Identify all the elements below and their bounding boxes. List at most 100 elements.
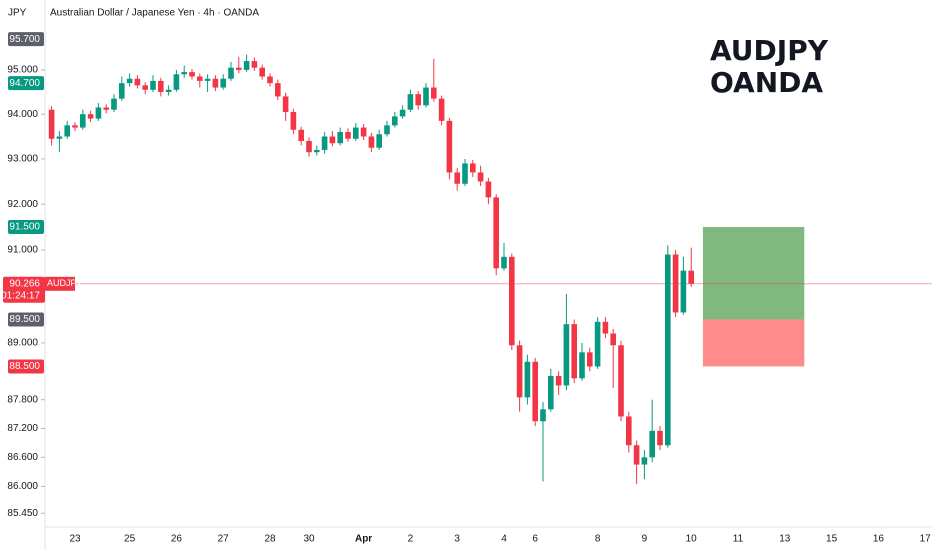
price-label: 91.500 bbox=[9, 222, 40, 233]
x-tick-label: 23 bbox=[69, 534, 81, 545]
y-tick-label: 93.000 bbox=[7, 154, 38, 165]
candle-body bbox=[111, 98, 117, 110]
symbol-tag bbox=[45, 276, 75, 291]
candle-body bbox=[555, 375, 562, 386]
y-tick-label: 86.000 bbox=[7, 481, 38, 492]
candle-body bbox=[72, 125, 78, 128]
current-price-box bbox=[3, 276, 45, 303]
x-tick-label: 2 bbox=[408, 534, 414, 545]
candle-body bbox=[431, 87, 437, 99]
watermark: OANDA bbox=[710, 66, 823, 99]
candle-body bbox=[259, 67, 265, 77]
candle-body bbox=[454, 172, 460, 184]
y-tick-label: 94.000 bbox=[7, 109, 38, 120]
candle-body bbox=[563, 324, 570, 386]
candle-body bbox=[103, 107, 109, 110]
x-tick-label: 16 bbox=[873, 534, 885, 545]
y-tick-label: 95.000 bbox=[7, 65, 38, 76]
candle-body bbox=[204, 78, 211, 81]
x-tick-label: 25 bbox=[124, 534, 136, 545]
x-tick-label: 26 bbox=[171, 534, 183, 545]
loss-zone bbox=[702, 319, 805, 367]
candle-body bbox=[119, 83, 125, 99]
x-tick-label: 27 bbox=[218, 534, 230, 545]
candle-body bbox=[329, 136, 336, 144]
candle-body bbox=[384, 125, 390, 135]
candle-body bbox=[571, 324, 577, 379]
candle-body bbox=[197, 76, 203, 81]
candle-body bbox=[415, 94, 421, 106]
candle-body bbox=[524, 361, 531, 398]
candle-body bbox=[134, 78, 141, 86]
y-tick-label: 89.000 bbox=[7, 338, 38, 349]
candle-body bbox=[64, 125, 70, 137]
candle-body bbox=[649, 430, 655, 458]
candle-body bbox=[298, 129, 304, 141]
candle-body bbox=[594, 321, 601, 367]
chart-title: Australian Dollar / Japanese Yen · 4h · … bbox=[50, 8, 259, 19]
candle-body bbox=[438, 98, 445, 121]
x-tick-label: 3 bbox=[454, 534, 460, 545]
candle-body bbox=[290, 111, 297, 130]
candle-body bbox=[610, 333, 616, 346]
price-label: 94.700 bbox=[9, 78, 40, 89]
y-tick-label: 87.800 bbox=[7, 394, 38, 405]
candle-body bbox=[181, 72, 187, 75]
candle-body bbox=[314, 149, 320, 153]
candle-body bbox=[641, 457, 648, 465]
x-tick-label: 15 bbox=[826, 534, 838, 545]
candle-body bbox=[87, 114, 94, 119]
price-label-box bbox=[8, 32, 44, 47]
candle-body bbox=[212, 78, 219, 88]
price-label-box bbox=[8, 219, 44, 234]
candle-body bbox=[548, 375, 554, 410]
candle-body bbox=[470, 163, 476, 173]
candle-body bbox=[657, 430, 663, 446]
candle-body bbox=[516, 345, 523, 398]
plot bbox=[41, 54, 932, 514]
candle-body bbox=[509, 256, 515, 346]
candle-body bbox=[48, 109, 55, 139]
candle-body bbox=[477, 172, 484, 182]
candle-body bbox=[376, 134, 382, 148]
candle-body bbox=[150, 80, 156, 90]
candle-body bbox=[173, 74, 180, 90]
candle-body bbox=[633, 445, 640, 465]
candle-body bbox=[579, 352, 585, 379]
price-label: 89.500 bbox=[9, 314, 40, 325]
price-label-box bbox=[8, 312, 44, 327]
candle-body bbox=[275, 83, 281, 97]
candle-body bbox=[80, 114, 86, 128]
candle-body bbox=[306, 140, 312, 153]
price-label: 88.500 bbox=[9, 361, 40, 372]
candle-body bbox=[360, 127, 367, 137]
candle-body bbox=[462, 163, 468, 184]
axis-label: JPY bbox=[8, 8, 27, 19]
candle-body bbox=[485, 181, 492, 198]
candle-body bbox=[353, 127, 359, 139]
candle-body bbox=[587, 352, 593, 367]
candle-body bbox=[672, 254, 679, 313]
candle-body bbox=[626, 416, 632, 446]
candle-body bbox=[56, 136, 63, 139]
candle-body bbox=[399, 109, 406, 117]
candle-body bbox=[251, 61, 258, 68]
countdown: 01:24:17 bbox=[1, 290, 40, 301]
candle-body bbox=[126, 78, 133, 84]
candle-body bbox=[602, 321, 609, 334]
current-price-label: 90.266 bbox=[9, 278, 40, 289]
candle-body bbox=[158, 80, 164, 92]
x-tick-label: 6 bbox=[532, 534, 538, 545]
candle-body bbox=[243, 61, 250, 70]
candle-body bbox=[236, 67, 242, 70]
candle-body bbox=[345, 132, 351, 139]
candle-body bbox=[423, 87, 429, 106]
candle-body bbox=[665, 254, 671, 446]
candle-body bbox=[446, 120, 453, 173]
x-tick-label: 11 bbox=[733, 534, 744, 545]
candle-body bbox=[189, 72, 195, 77]
candle-body bbox=[392, 116, 398, 126]
x-tick-label: Apr bbox=[355, 534, 372, 545]
candle-body bbox=[321, 136, 328, 150]
